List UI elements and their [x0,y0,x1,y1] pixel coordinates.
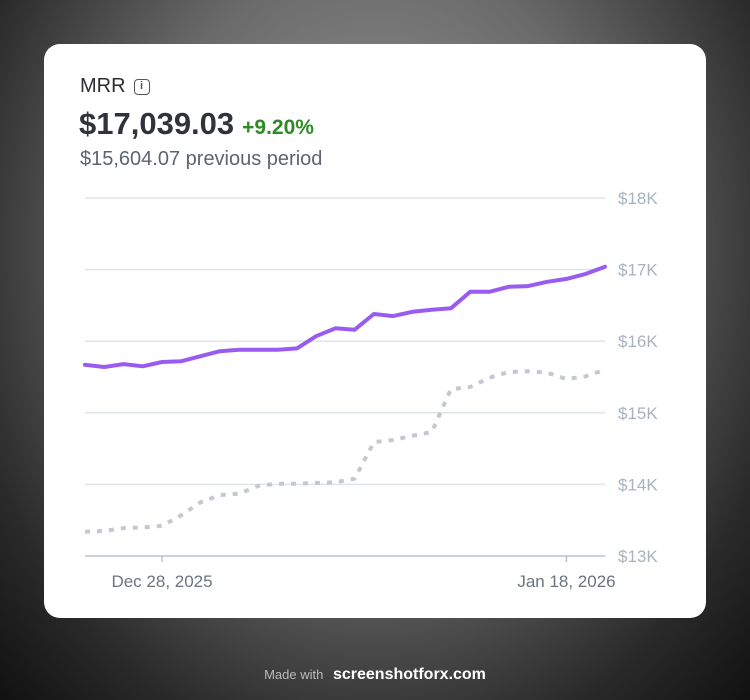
y-tick-label: $17K [618,261,658,280]
y-tick-label: $14K [618,475,658,494]
footer-brand[interactable]: screenshotforx.com [332,666,486,683]
card-title: MRR i [80,75,150,98]
previous-period: $15,604.07 previous period [80,148,323,170]
x-tick-label: Dec 28, 2025 [111,572,212,591]
y-tick-label: $18K [618,189,658,208]
current-period-line [83,264,607,369]
footer-prefix: Made with [264,667,324,682]
title-text: MRR [80,75,126,97]
mrr-value: $17,039.03 [79,106,235,141]
x-tick-label: Jan 18, 2026 [517,572,615,591]
current-value: $17,039.03 +9.20% [79,106,314,142]
mrr-card: MRR i $17,039.03 +9.20% $15,604.07 previ… [44,44,706,618]
y-tick-label: $16K [618,332,658,351]
previous-period-line [84,367,606,534]
change-badge: +9.20% [242,116,314,139]
y-tick-label: $13K [618,547,658,566]
info-icon[interactable]: i [133,78,150,95]
y-tick-label: $15K [618,404,658,423]
footer: Made with screenshotforx.com [0,666,750,684]
